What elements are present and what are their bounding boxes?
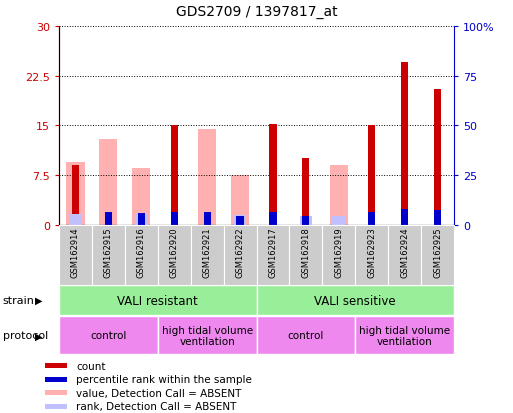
Text: GSM162921: GSM162921 [203,227,212,278]
Bar [269,212,277,225]
Bar [59,225,92,285]
Bar [132,169,150,225]
Bar [92,225,125,285]
Text: GSM162922: GSM162922 [235,227,245,278]
Text: control: control [90,330,127,341]
Bar [158,317,256,354]
Text: ▶: ▶ [35,295,43,306]
Bar [135,214,148,225]
Bar [401,63,408,225]
Text: GSM162916: GSM162916 [137,227,146,278]
Text: GSM162917: GSM162917 [268,227,278,278]
Bar [234,215,246,225]
Bar [330,166,348,225]
Bar [72,166,79,225]
Text: high tidal volume
ventilation: high tidal volume ventilation [359,325,450,347]
Bar [46,404,67,409]
Bar [46,377,67,382]
Bar [191,225,224,285]
Text: control: control [288,330,324,341]
Bar [231,176,249,225]
Bar [59,317,158,354]
Text: GSM162919: GSM162919 [334,227,343,278]
Bar [355,225,388,285]
Bar [46,363,67,368]
Bar [46,390,67,395]
Bar [368,126,376,225]
Bar [434,90,441,225]
Text: GSM162918: GSM162918 [301,227,310,278]
Bar [401,209,408,225]
Text: GDS2709 / 1397817_at: GDS2709 / 1397817_at [175,5,338,19]
Text: protocol: protocol [3,330,48,341]
Text: GSM162925: GSM162925 [433,227,442,278]
Text: rank, Detection Call = ABSENT: rank, Detection Call = ABSENT [76,401,237,411]
Bar [137,213,145,225]
Text: GSM162914: GSM162914 [71,227,80,278]
Bar [300,216,312,225]
Text: GSM162920: GSM162920 [170,227,179,278]
Bar [105,212,112,225]
Bar [256,225,289,285]
Text: ▶: ▶ [35,330,43,341]
Bar [322,225,355,285]
Bar [171,126,178,225]
Bar [355,317,454,354]
Bar [302,216,309,225]
Text: percentile rank within the sample: percentile rank within the sample [76,375,252,385]
Bar [100,139,117,225]
Bar [204,212,211,225]
Bar [269,125,277,225]
Bar [332,216,345,225]
Text: GSM162923: GSM162923 [367,227,376,278]
Bar [421,225,454,285]
Text: VALI sensitive: VALI sensitive [314,294,396,307]
Text: high tidal volume
ventilation: high tidal volume ventilation [162,325,253,347]
Bar [236,216,244,225]
Bar [256,286,454,316]
Text: value, Detection Call = ABSENT: value, Detection Call = ABSENT [76,388,242,398]
Bar [224,225,256,285]
Bar [302,159,309,225]
Bar [198,129,216,225]
Bar [66,162,85,225]
Bar [158,225,191,285]
Text: count: count [76,361,106,371]
Text: GSM162924: GSM162924 [400,227,409,278]
Bar [171,212,178,225]
Text: VALI resistant: VALI resistant [117,294,198,307]
Text: GSM162915: GSM162915 [104,227,113,278]
Bar [388,225,421,285]
Bar [256,317,355,354]
Bar [289,225,322,285]
Text: strain: strain [3,295,34,306]
Bar [59,286,256,316]
Bar [434,210,441,225]
Bar [368,212,376,225]
Bar [69,214,82,225]
Bar [125,225,158,285]
